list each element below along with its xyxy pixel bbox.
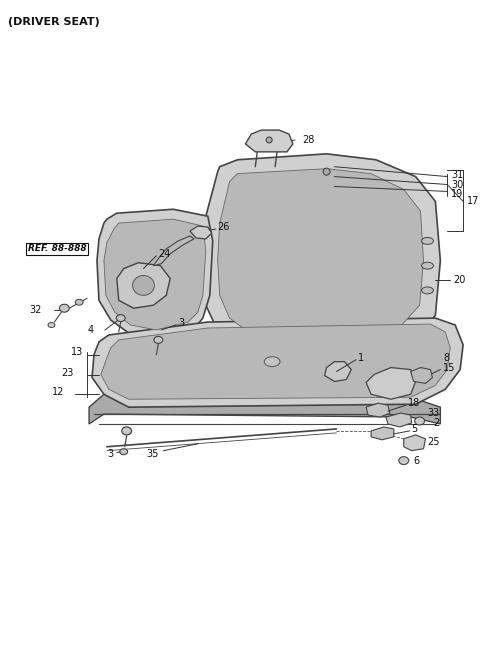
Ellipse shape bbox=[154, 337, 163, 343]
Text: 17: 17 bbox=[467, 196, 480, 206]
Text: 18: 18 bbox=[408, 398, 420, 408]
Polygon shape bbox=[89, 394, 440, 424]
Ellipse shape bbox=[264, 357, 280, 367]
Polygon shape bbox=[404, 435, 425, 451]
Text: 35: 35 bbox=[146, 449, 159, 458]
Polygon shape bbox=[411, 367, 432, 383]
Text: 5: 5 bbox=[412, 424, 418, 434]
Polygon shape bbox=[245, 130, 293, 152]
Text: 15: 15 bbox=[444, 363, 456, 373]
Text: 32: 32 bbox=[30, 305, 42, 315]
Polygon shape bbox=[104, 219, 206, 330]
Text: 1: 1 bbox=[358, 352, 364, 363]
Ellipse shape bbox=[415, 417, 424, 425]
Polygon shape bbox=[366, 367, 416, 400]
Polygon shape bbox=[218, 169, 423, 341]
Polygon shape bbox=[117, 263, 170, 309]
Ellipse shape bbox=[421, 262, 433, 269]
Text: 31: 31 bbox=[451, 170, 464, 179]
Polygon shape bbox=[371, 427, 394, 440]
Ellipse shape bbox=[48, 322, 55, 328]
Ellipse shape bbox=[122, 427, 132, 435]
Ellipse shape bbox=[421, 287, 433, 294]
Text: 13: 13 bbox=[71, 346, 84, 357]
Ellipse shape bbox=[60, 304, 69, 312]
Polygon shape bbox=[97, 209, 213, 338]
Ellipse shape bbox=[75, 299, 83, 305]
Polygon shape bbox=[203, 154, 440, 358]
Text: (DRIVER SEAT): (DRIVER SEAT) bbox=[8, 17, 100, 28]
Text: 6: 6 bbox=[414, 456, 420, 466]
Ellipse shape bbox=[323, 168, 330, 175]
Text: 3: 3 bbox=[107, 449, 113, 458]
Ellipse shape bbox=[399, 457, 408, 464]
Polygon shape bbox=[324, 362, 351, 381]
Polygon shape bbox=[386, 413, 412, 427]
Text: 33: 33 bbox=[428, 408, 440, 418]
Text: 2: 2 bbox=[433, 418, 440, 428]
Ellipse shape bbox=[421, 238, 433, 244]
Text: 3: 3 bbox=[178, 318, 184, 328]
Text: 23: 23 bbox=[61, 367, 74, 377]
Ellipse shape bbox=[132, 276, 155, 295]
Text: 12: 12 bbox=[51, 387, 64, 398]
Polygon shape bbox=[92, 318, 463, 407]
Text: 25: 25 bbox=[428, 437, 440, 447]
Ellipse shape bbox=[116, 314, 125, 322]
Polygon shape bbox=[154, 236, 194, 266]
Polygon shape bbox=[190, 226, 212, 239]
Ellipse shape bbox=[266, 137, 272, 143]
Text: 30: 30 bbox=[451, 179, 464, 189]
Text: 19: 19 bbox=[451, 189, 464, 199]
Text: 28: 28 bbox=[302, 135, 314, 145]
Text: REF. 88-888: REF. 88-888 bbox=[28, 244, 86, 253]
Ellipse shape bbox=[120, 449, 128, 455]
Polygon shape bbox=[101, 324, 450, 400]
Text: 24: 24 bbox=[158, 249, 171, 259]
Text: 8: 8 bbox=[444, 352, 449, 363]
Text: 26: 26 bbox=[218, 222, 230, 232]
Polygon shape bbox=[366, 403, 390, 417]
Text: 4: 4 bbox=[87, 325, 93, 335]
Text: 20: 20 bbox=[453, 276, 466, 286]
